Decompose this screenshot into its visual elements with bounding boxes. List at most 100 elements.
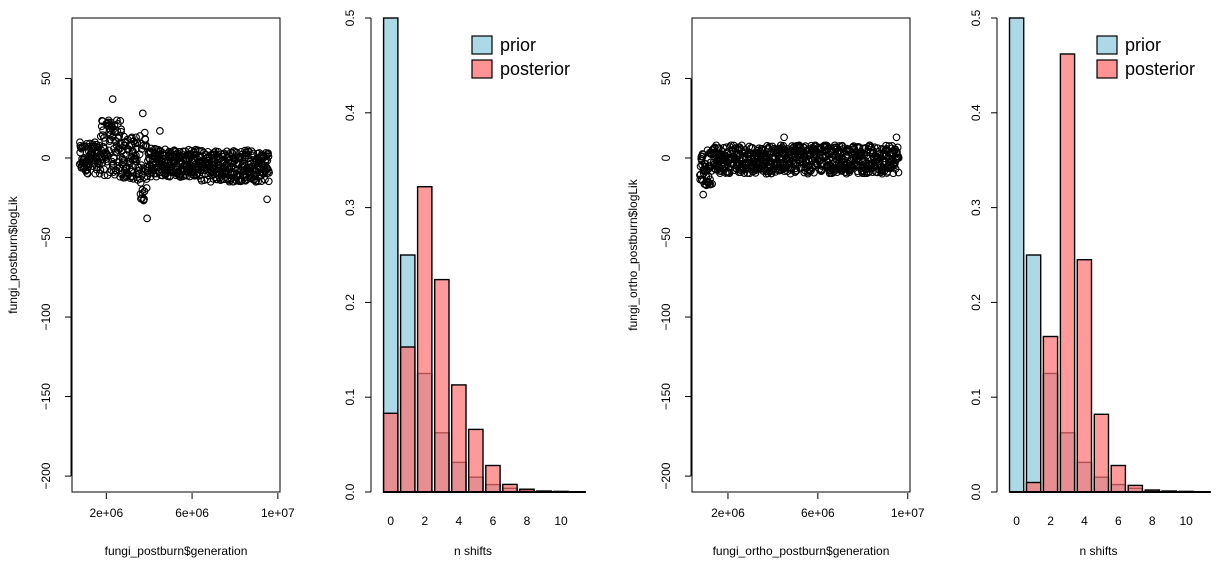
x-tick-label: 6 (1115, 514, 1122, 528)
bars-group-1 (382, 17, 586, 493)
x-tick-label: 2e+06 (89, 506, 123, 520)
y-axis-title: fungi_ortho_postburn$logLik (626, 178, 640, 330)
data-point (138, 186, 147, 194)
data-point (105, 146, 113, 155)
data-point (236, 152, 245, 161)
outlier-point (263, 195, 271, 204)
points-group-0 (75, 95, 273, 223)
data-point (113, 116, 121, 125)
data-point (210, 148, 219, 157)
outlier-point (143, 214, 151, 223)
data-point (708, 180, 716, 188)
x-tick-label: 1e+07 (891, 506, 925, 520)
y-tick-label: 0.5 (969, 9, 983, 26)
data-point (156, 150, 165, 159)
bar-prior (1025, 254, 1042, 493)
legend-swatch-prior (471, 35, 493, 55)
y-tick-label: −50 (39, 227, 53, 248)
y-tick-label: −150 (39, 383, 53, 410)
outlier-point (699, 190, 708, 199)
data-point (894, 168, 903, 177)
data-point (257, 177, 266, 185)
legend-swatch-prior (1096, 35, 1118, 55)
x-tick-label: 4 (456, 514, 463, 528)
x-axis-title: fungi_postburn$generation (105, 544, 248, 558)
x-axis-title: n shifts (1079, 544, 1117, 558)
outlier-point (780, 133, 788, 142)
x-tick-label: 6e+06 (175, 506, 209, 520)
data-point (128, 133, 136, 142)
y-tick-label: 0.1 (343, 389, 357, 406)
bar-posterior (1025, 481, 1042, 493)
data-point (115, 132, 124, 140)
legend-label-prior: prior (500, 35, 536, 55)
data-point (264, 177, 273, 186)
data-point (265, 168, 273, 177)
bar-posterior (434, 278, 450, 493)
data-point (894, 154, 903, 162)
x-axis-title: n shifts (454, 544, 492, 558)
x-tick-label: 8 (1149, 514, 1156, 528)
x-tick-label: 2e+06 (711, 506, 745, 520)
bar-posterior (451, 384, 467, 493)
bar-posterior (399, 346, 416, 493)
data-point (889, 169, 898, 178)
y-tick-label: 0 (39, 154, 53, 161)
x-axis-title: fungi_ortho_postburn$generation (713, 544, 890, 558)
y-tick-label: 0 (659, 154, 673, 161)
y-tick-label: 0.0 (969, 483, 983, 500)
data-point (703, 166, 711, 175)
y-tick-label: 0.4 (343, 104, 357, 121)
bar-posterior (416, 185, 433, 493)
x-tick-label: 4 (1081, 514, 1088, 528)
y-tick-label: 0.2 (969, 294, 983, 311)
y-tick-label: −200 (39, 462, 53, 489)
y-tick-label: 50 (39, 71, 53, 85)
bar-posterior (1110, 464, 1127, 493)
legend-label-posterior: posterior (500, 59, 570, 79)
data-point (189, 171, 198, 179)
y-tick-label: −100 (39, 303, 53, 330)
legend-swatch-posterior (1096, 59, 1118, 79)
data-point (131, 154, 140, 163)
data-point (142, 184, 151, 192)
data-point (135, 163, 144, 172)
data-point (893, 143, 902, 152)
legend-swatch-posterior (471, 59, 493, 79)
data-point (264, 152, 273, 161)
y-tick-label: 0.5 (343, 9, 357, 26)
legend-label-posterior: posterior (1125, 59, 1195, 79)
x-tick-label: 2 (1047, 514, 1054, 528)
data-point (810, 168, 818, 177)
x-tick-label: 1e+07 (261, 506, 295, 520)
bar-posterior (485, 464, 501, 493)
bar-posterior (1076, 259, 1093, 493)
y-tick-label: −200 (659, 462, 673, 489)
bar-posterior (1042, 335, 1059, 493)
data-point (835, 142, 844, 150)
data-point (109, 126, 117, 134)
data-point (150, 164, 159, 173)
data-point (140, 195, 148, 203)
points-group-2 (696, 133, 903, 199)
data-point (116, 117, 125, 125)
x-tick-label: 6 (490, 514, 497, 528)
plot-frame-2 (691, 17, 911, 493)
bars-group-3 (1008, 17, 1211, 493)
data-point (121, 138, 130, 146)
y-tick-label: 0.4 (969, 104, 983, 121)
data-point (135, 150, 144, 159)
y-axis-title: fungi_postburn$logLik (6, 195, 20, 313)
data-point (775, 165, 784, 174)
data-point (101, 137, 110, 146)
data-point (710, 143, 719, 152)
x-tick-label: 8 (524, 514, 531, 528)
data-point (113, 161, 122, 170)
data-point (132, 144, 141, 153)
data-point (140, 128, 149, 137)
outlier-point (156, 127, 164, 135)
x-tick-label: 10 (554, 514, 568, 528)
bar-prior (1008, 17, 1025, 493)
